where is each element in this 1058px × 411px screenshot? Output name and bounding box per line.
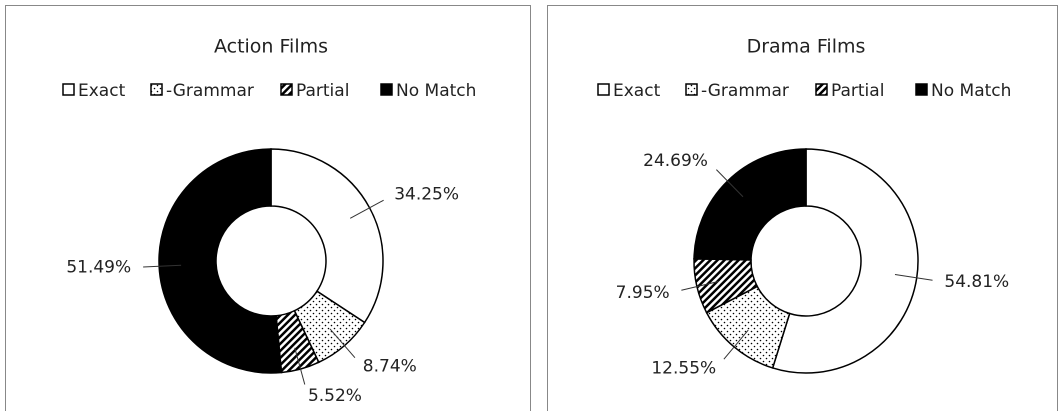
donut-segment (270, 148, 384, 324)
panel-border (5, 5, 531, 411)
legend-label: -Grammar (166, 81, 254, 101)
legend-swatch (597, 83, 610, 96)
leader-line (716, 169, 744, 198)
data-label: 8.74% (363, 357, 417, 377)
leader-line (681, 281, 719, 291)
leader-line (294, 347, 306, 385)
legend-label: Partial (296, 81, 349, 101)
legend-swatch (685, 83, 698, 96)
legend-swatch (380, 83, 393, 96)
leader-line (349, 199, 384, 219)
legend-label: -Grammar (701, 81, 789, 101)
chart-title: Drama Films (747, 36, 866, 58)
donut-segment (158, 148, 283, 374)
legend-label: No Match (396, 81, 476, 101)
leader-line (329, 328, 356, 358)
legend-swatch (62, 83, 75, 96)
data-label: 12.55% (651, 358, 716, 378)
donut-segment (693, 148, 807, 261)
data-label: 24.69% (643, 151, 708, 171)
legend-label: Exact (613, 81, 661, 101)
leader-line (894, 274, 933, 281)
data-label: 51.49% (66, 258, 131, 278)
chart-title: Action Films (214, 36, 328, 58)
legend-swatch (915, 83, 928, 96)
leader-line (723, 329, 749, 360)
data-label: 54.81% (944, 272, 1009, 292)
data-label: 7.95% (616, 283, 670, 303)
data-label: 34.25% (394, 185, 459, 205)
legend-label: No Match (931, 81, 1011, 101)
legend-swatch (815, 83, 828, 96)
legend-label: Exact (78, 81, 126, 101)
leader-line (143, 264, 182, 268)
data-label: 5.52% (308, 386, 362, 406)
legend-swatch (280, 83, 293, 96)
legend-label: Partial (831, 81, 884, 101)
legend-swatch (150, 83, 163, 96)
donut-segment (771, 148, 919, 374)
